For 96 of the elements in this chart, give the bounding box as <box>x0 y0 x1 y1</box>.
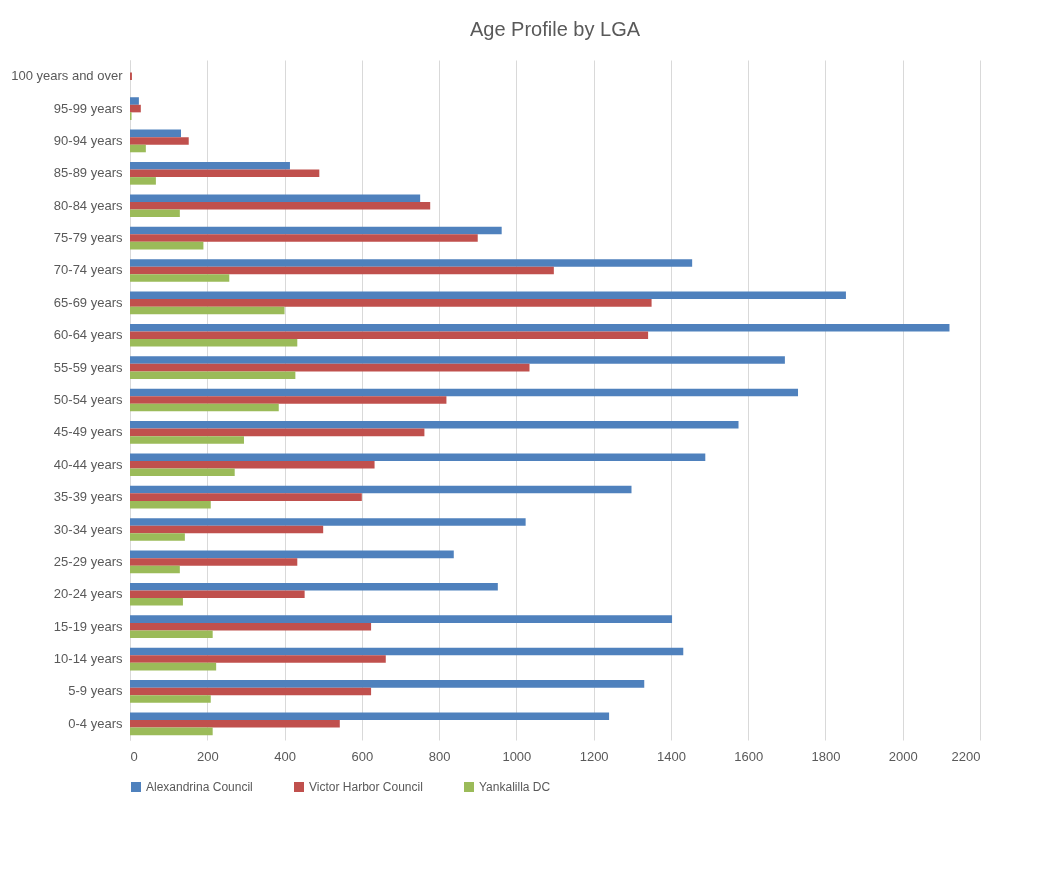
bar <box>130 104 141 113</box>
bar <box>130 331 649 340</box>
bar <box>130 291 846 300</box>
y-tick-label: 90-94 years <box>53 132 123 148</box>
bar <box>130 695 211 703</box>
y-tick-label: 0-4 years <box>68 715 123 731</box>
bar <box>130 226 502 235</box>
y-tick-label: 40-44 years <box>53 456 123 472</box>
bar <box>130 525 324 534</box>
bar <box>130 680 645 688</box>
y-tick-label: 50-54 years <box>53 392 123 407</box>
bar <box>130 428 425 437</box>
x-tick-label: 1400 <box>656 748 686 764</box>
bar <box>130 687 372 696</box>
bar <box>130 209 180 218</box>
bar <box>130 712 610 721</box>
bar <box>130 201 431 210</box>
y-tick-label: 10-14 years <box>53 651 123 667</box>
y-tick-label: 55-59 years <box>53 359 123 375</box>
bar <box>130 299 652 307</box>
x-tick-label: 1600 <box>734 748 764 764</box>
bar <box>130 460 375 469</box>
bar <box>130 550 454 559</box>
bar <box>130 615 673 623</box>
legend-label: Yankalilla DC <box>479 780 551 794</box>
y-tick-label: 35-39 years <box>53 489 123 505</box>
bar <box>130 590 305 599</box>
bar <box>130 436 244 444</box>
x-tick-label: 1200 <box>579 748 609 764</box>
bar <box>130 371 296 379</box>
y-tick-label: 15-19 years <box>53 618 123 634</box>
bar <box>130 234 478 242</box>
bar <box>130 241 204 250</box>
bar <box>130 582 498 591</box>
bar <box>130 169 320 178</box>
y-tick-label: 100 years and over <box>11 68 124 84</box>
bar <box>130 162 290 170</box>
y-tick-label: 5-9 years <box>68 683 123 699</box>
y-tick-label: 25-29 years <box>53 553 123 569</box>
bar <box>130 720 340 728</box>
bar <box>130 363 530 372</box>
x-tick-label: 0 <box>130 748 138 764</box>
bar <box>130 453 706 461</box>
bar <box>130 274 230 282</box>
bar <box>130 259 693 267</box>
y-tick-label: 60-64 years <box>53 327 123 343</box>
legend-label: Victor Harbor Council <box>309 780 423 794</box>
bar <box>130 500 211 509</box>
bar <box>130 727 213 736</box>
bar <box>130 356 785 364</box>
y-tick-label: 85-89 years <box>53 165 123 181</box>
bar <box>130 655 386 663</box>
x-tick-label: 1000 <box>502 748 532 764</box>
bar <box>130 97 139 105</box>
legend-label: Alexandrina Council <box>146 780 253 794</box>
x-tick-label: 200 <box>196 748 219 764</box>
bar <box>130 323 950 332</box>
bar <box>130 647 684 656</box>
x-tick-label: 2200 <box>951 748 981 764</box>
bar <box>130 339 298 347</box>
bar <box>130 266 554 275</box>
y-tick-label: 95-99 years <box>53 100 123 116</box>
bar <box>130 129 181 138</box>
bar <box>130 622 372 631</box>
y-tick-label: 80-84 years <box>53 197 123 213</box>
y-tick-label: 75-79 years <box>53 230 123 246</box>
chart-title: Age Profile by LGA <box>469 18 641 40</box>
bar <box>130 194 421 202</box>
x-tick-label: 1800 <box>811 748 841 764</box>
y-tick-label: 30-34 years <box>53 521 123 537</box>
x-tick-label: 600 <box>351 748 374 764</box>
bar <box>130 630 213 638</box>
bar <box>130 144 146 153</box>
bar <box>130 558 298 566</box>
y-tick-label: 45-49 years <box>53 424 123 440</box>
bar <box>130 177 156 185</box>
bar <box>130 396 447 404</box>
bar <box>130 421 739 429</box>
bar <box>130 662 217 671</box>
x-tick-label: 800 <box>428 748 451 764</box>
bar <box>130 485 632 494</box>
y-tick-label: 20-24 years <box>53 586 123 602</box>
bar <box>130 306 285 315</box>
bar <box>130 598 183 606</box>
bar <box>130 403 279 412</box>
bar <box>130 137 189 145</box>
bar <box>130 533 185 541</box>
bar <box>130 518 526 526</box>
y-tick-label: 65-69 years <box>53 294 123 310</box>
bar <box>130 493 362 501</box>
bar <box>130 468 235 477</box>
y-tick-label: 70-74 years <box>53 262 123 278</box>
x-tick-label: 2000 <box>888 748 918 764</box>
x-tick-label: 400 <box>274 748 296 764</box>
bar <box>130 388 799 397</box>
bar <box>130 565 180 574</box>
